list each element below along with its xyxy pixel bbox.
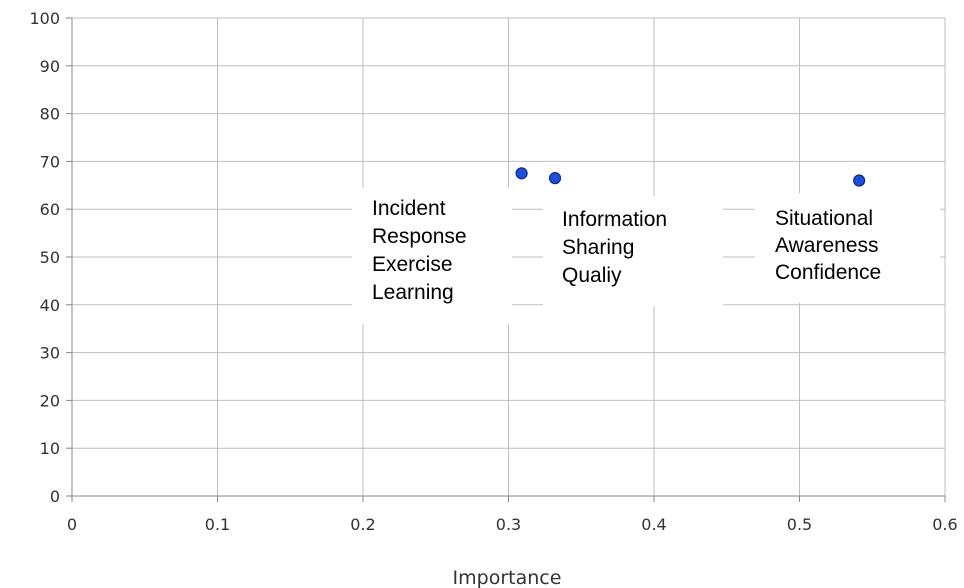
- annotation-line: Learning: [372, 281, 454, 304]
- y-tick-label: 90: [40, 57, 60, 76]
- annotation-box: [352, 188, 512, 324]
- x-tick-labels: 0 0.1 0.2 0.3 0.4 0.5 0.6: [67, 515, 958, 534]
- annotation-line: Incident: [372, 197, 446, 220]
- x-tick-label: 0.6: [932, 515, 957, 534]
- annotations: Incident Response Exercise Learning Informat…: [352, 188, 940, 324]
- annotation-label: Information Sharing Qualiy: [543, 196, 723, 306]
- data-points: [515, 167, 866, 187]
- x-axis-title: Importance: [453, 567, 562, 588]
- y-tick-label: 100: [29, 9, 60, 28]
- x-tick-label: 0.3: [496, 515, 521, 534]
- y-tick-label: 40: [40, 296, 60, 315]
- annotation-box: [755, 193, 940, 303]
- annotation-line: Situational: [775, 207, 873, 230]
- y-tick-label: 20: [40, 391, 60, 410]
- x-tick-label: 0.5: [787, 515, 812, 534]
- y-tick-label: 10: [40, 439, 60, 458]
- annotation-line: Sharing: [562, 236, 634, 259]
- annotation-box: [543, 196, 723, 306]
- x-tick-label: 0.1: [205, 515, 230, 534]
- annotation-label: Situational Awareness Confidence: [755, 193, 940, 303]
- x-tick-label: 0: [67, 515, 77, 534]
- data-point: [515, 167, 528, 180]
- annotation-line: Response: [372, 225, 467, 248]
- y-tick-label: 30: [40, 344, 60, 363]
- annotation-line: Information: [562, 208, 667, 231]
- annotation-line: Confidence: [775, 261, 881, 284]
- data-point: [853, 174, 866, 187]
- annotation-label: Incident Response Exercise Learning: [352, 188, 512, 324]
- axes: [66, 17, 946, 502]
- y-tick-label: 0: [50, 487, 60, 506]
- y-tick-labels: 0 10 20 30 40 50 60 70 80 90 100: [29, 9, 60, 506]
- y-tick-label: 50: [40, 248, 60, 267]
- annotation-line: Qualiy: [562, 264, 622, 287]
- data-point: [548, 172, 562, 185]
- x-tick-label: 0.4: [641, 515, 666, 534]
- y-tick-label: 80: [40, 105, 60, 124]
- x-tick-label: 0.2: [350, 515, 375, 534]
- y-tick-label: 60: [40, 200, 60, 219]
- y-tick-label: 70: [40, 152, 60, 171]
- annotation-line: Exercise: [372, 253, 453, 276]
- annotation-line: Awareness: [775, 234, 879, 257]
